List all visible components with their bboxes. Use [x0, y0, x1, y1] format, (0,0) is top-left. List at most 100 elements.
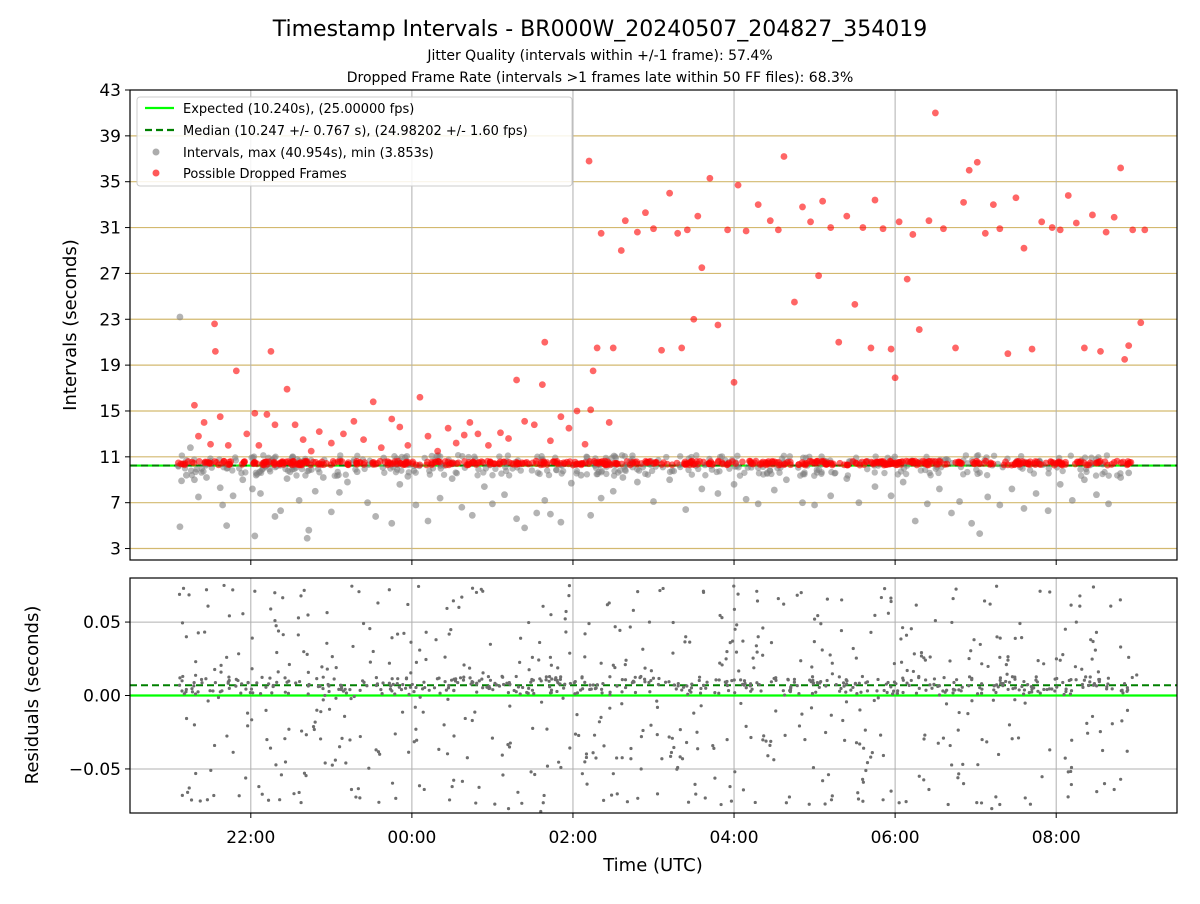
residual-point: [1095, 790, 1098, 793]
residual-point: [839, 687, 842, 690]
residual-point: [1126, 750, 1129, 753]
residual-ytick-label: 0.05: [83, 613, 121, 633]
dropped-frame-point: [425, 433, 432, 440]
residual-point: [930, 687, 933, 690]
residual-point: [741, 639, 744, 642]
residual-point: [265, 738, 268, 741]
dropped-frame-point: [682, 461, 689, 468]
residual-point: [1008, 681, 1011, 684]
interval-point: [178, 478, 185, 485]
dropped-frame-point: [966, 167, 973, 174]
main-ytick-label: 27: [99, 264, 121, 284]
residual-point: [634, 676, 637, 679]
residual-point: [261, 793, 264, 796]
residual-point: [826, 679, 829, 682]
residual-point: [598, 720, 601, 723]
residual-point: [353, 695, 356, 698]
dropped-frame-point: [698, 264, 705, 271]
residual-point: [585, 756, 588, 759]
residual-point: [1048, 590, 1051, 593]
residual-point: [375, 676, 378, 679]
residual-point: [220, 689, 223, 692]
dropped-frame-point: [211, 320, 218, 327]
dropped-frame-point: [835, 339, 842, 346]
dropped-frame-point: [541, 339, 548, 346]
dropped-frame-point: [880, 225, 887, 232]
interval-point: [372, 513, 379, 520]
residual-point: [770, 680, 773, 683]
residual-point: [306, 653, 309, 656]
residual-point: [378, 753, 381, 756]
residual-point: [989, 602, 992, 605]
dropped-frame-point: [455, 459, 462, 466]
interval-point: [1105, 500, 1112, 507]
residual-point: [369, 661, 372, 664]
interval-point: [734, 453, 740, 459]
residual-point: [576, 691, 579, 694]
residual-point: [188, 786, 191, 789]
residual-point: [568, 584, 571, 587]
dropped-frame-point: [476, 459, 483, 466]
residual-point: [664, 681, 667, 684]
interval-point: [501, 491, 508, 498]
residual-point: [961, 686, 964, 689]
residual-point: [980, 692, 983, 695]
residual-point: [342, 689, 345, 692]
residual-point: [583, 632, 586, 635]
residual-point: [287, 728, 290, 731]
residual-point: [275, 651, 278, 654]
residual-point: [1088, 680, 1091, 683]
residual-point: [340, 737, 343, 740]
residual-point: [581, 687, 584, 690]
residual-point: [889, 596, 892, 599]
dropped-frame-point: [178, 461, 185, 468]
dropped-frame-point: [190, 460, 197, 467]
dropped-frame-point: [926, 217, 933, 224]
interval-point: [388, 520, 395, 527]
residual-point: [338, 745, 341, 748]
interval-point: [441, 472, 447, 478]
residual-point: [559, 678, 562, 681]
interval-point: [257, 490, 264, 497]
residual-point: [647, 681, 650, 684]
dropped-frame-point: [195, 433, 202, 440]
dropped-frame-point: [791, 299, 798, 306]
dropped-frame-point: [1065, 192, 1072, 199]
dropped-frame-point: [461, 432, 468, 439]
residual-point: [550, 677, 553, 680]
interval-point: [506, 472, 512, 478]
residual-point: [357, 787, 360, 790]
residual-point: [555, 690, 558, 693]
residual-point: [1121, 691, 1124, 694]
residual-point: [695, 731, 698, 734]
dropped-frame-point: [404, 460, 411, 467]
residual-point: [527, 687, 530, 690]
dropped-frame-point: [1021, 245, 1028, 252]
residual-point: [811, 692, 814, 695]
residual-point: [887, 612, 890, 615]
dropped-frame-point: [824, 459, 831, 466]
residual-point: [491, 736, 494, 739]
residual-point: [952, 681, 955, 684]
interval-point: [1068, 453, 1074, 459]
residual-point: [250, 687, 253, 690]
residual-point: [676, 766, 679, 769]
residual-point: [824, 684, 827, 687]
dropped-frame-point: [860, 224, 867, 231]
residual-point: [922, 778, 925, 781]
residual-point: [391, 677, 394, 680]
dropped-frame-point: [201, 419, 208, 426]
dropped-frame-point: [523, 459, 530, 466]
residual-point: [684, 635, 687, 638]
residual-point: [679, 728, 682, 731]
residual-point: [563, 683, 566, 686]
residual-point: [818, 686, 821, 689]
residual-point: [1095, 631, 1098, 634]
residual-point: [587, 622, 590, 625]
residual-point: [322, 698, 325, 701]
dropped-frame-point: [1117, 165, 1124, 172]
residual-point: [735, 623, 738, 626]
residual-point: [938, 684, 941, 687]
interval-point: [811, 472, 817, 478]
